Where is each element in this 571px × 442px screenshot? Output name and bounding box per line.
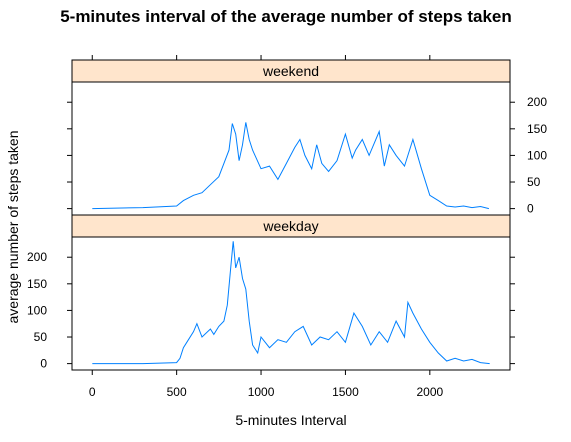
y-tick-label-0-0: 0 xyxy=(527,202,534,216)
y-tick-label-0-2: 100 xyxy=(527,148,547,162)
panel-weekday: weekday xyxy=(71,214,511,371)
x-tick-label-1: 500 xyxy=(167,385,187,399)
y-tick-label-0-1: 50 xyxy=(527,175,541,189)
y-tick-label-0-4: 200 xyxy=(527,95,547,109)
x-tick-label-4: 2000 xyxy=(416,385,443,399)
plot-area-weekend xyxy=(71,81,511,216)
x-tick-label-2: 1000 xyxy=(248,385,275,399)
y-tick-label-1-0: 0 xyxy=(40,357,47,371)
y-tick-label-1-2: 100 xyxy=(27,303,47,317)
series-line-weekend xyxy=(92,122,490,210)
panel-weekend: weekend xyxy=(71,59,511,216)
strip-weekday-label: weekday xyxy=(262,218,318,234)
y-tick-label-1-4: 200 xyxy=(27,250,47,264)
y-tick-label-0-3: 150 xyxy=(527,122,547,136)
x-axis-label: 5-minutes Interval xyxy=(235,412,346,428)
plot-area-weekday xyxy=(71,236,511,371)
series-line-weekday xyxy=(92,241,490,365)
x-tick-label-3: 1500 xyxy=(332,385,359,399)
chart-title: 5-minutes interval of the average number… xyxy=(60,7,512,26)
y-tick-label-1-1: 50 xyxy=(34,330,48,344)
y-tick-label-1-3: 150 xyxy=(27,277,47,291)
strip-weekend-label: weekend xyxy=(262,63,319,79)
y-axis-label: average number of steps taken xyxy=(5,130,21,323)
series-lines xyxy=(92,122,490,365)
x-tick-label-0: 0 xyxy=(89,385,96,399)
